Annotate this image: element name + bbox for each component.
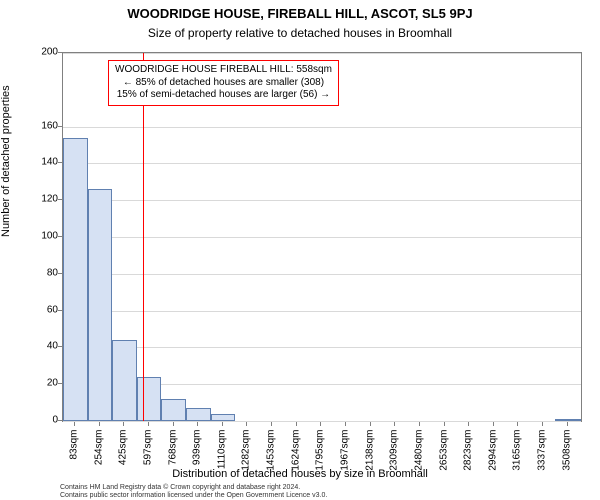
y-tick-label: 100 xyxy=(26,231,58,242)
y-tick-mark xyxy=(58,236,62,237)
gridline xyxy=(63,237,581,238)
y-tick-label: 200 xyxy=(26,47,58,58)
x-tick-mark xyxy=(370,422,371,426)
x-axis-label: Distribution of detached houses by size … xyxy=(0,468,600,480)
gridline xyxy=(63,200,581,201)
histogram-bar xyxy=(137,377,162,421)
x-tick-mark xyxy=(345,422,346,426)
histogram-bar xyxy=(112,340,137,421)
footer-attribution: Contains HM Land Registry data © Crown c… xyxy=(60,484,327,499)
y-tick-label: 120 xyxy=(26,194,58,205)
gridline xyxy=(63,421,581,422)
gridline xyxy=(63,53,581,54)
x-tick-mark xyxy=(394,422,395,426)
x-tick-mark xyxy=(493,422,494,426)
marker-annotation: WOODRIDGE HOUSE FIREBALL HILL: 558sqm ← … xyxy=(108,60,339,106)
y-tick-mark xyxy=(58,199,62,200)
gridline xyxy=(63,163,581,164)
y-tick-mark xyxy=(58,126,62,127)
chart-container: WOODRIDGE HOUSE, FIREBALL HILL, ASCOT, S… xyxy=(0,0,600,500)
plot-area xyxy=(62,52,582,422)
x-tick-mark xyxy=(468,422,469,426)
x-tick-mark xyxy=(271,422,272,426)
x-tick-mark xyxy=(542,422,543,426)
footer-line: Contains public sector information licen… xyxy=(60,492,327,500)
x-tick-mark xyxy=(567,422,568,426)
x-tick-mark xyxy=(222,422,223,426)
x-tick-mark xyxy=(173,422,174,426)
x-tick-mark xyxy=(419,422,420,426)
x-tick-mark xyxy=(320,422,321,426)
x-tick-mark xyxy=(444,422,445,426)
y-tick-label: 20 xyxy=(26,378,58,389)
x-tick-mark xyxy=(517,422,518,426)
y-tick-label: 0 xyxy=(26,415,58,426)
x-tick-mark xyxy=(148,422,149,426)
gridline xyxy=(63,311,581,312)
y-tick-mark xyxy=(58,273,62,274)
y-tick-mark xyxy=(58,162,62,163)
y-tick-mark xyxy=(58,346,62,347)
histogram-bar xyxy=(63,138,88,421)
marker-line xyxy=(143,53,144,421)
histogram-bar xyxy=(161,399,186,421)
footer-line: Contains HM Land Registry data © Crown c… xyxy=(60,484,327,492)
gridline xyxy=(63,274,581,275)
gridline xyxy=(63,347,581,348)
gridline xyxy=(63,127,581,128)
x-tick-mark xyxy=(296,422,297,426)
x-tick-mark xyxy=(99,422,100,426)
y-tick-mark xyxy=(58,420,62,421)
x-tick-mark xyxy=(246,422,247,426)
y-tick-label: 160 xyxy=(26,120,58,131)
annotation-line: WOODRIDGE HOUSE FIREBALL HILL: 558sqm xyxy=(115,64,332,77)
y-tick-label: 140 xyxy=(26,157,58,168)
histogram-bar xyxy=(186,408,211,421)
y-axis-label: Number of detached properties xyxy=(0,85,12,237)
y-tick-label: 60 xyxy=(26,304,58,315)
histogram-bar xyxy=(88,189,113,421)
annotation-line: ← 85% of detached houses are smaller (30… xyxy=(115,77,332,90)
chart-title: WOODRIDGE HOUSE, FIREBALL HILL, ASCOT, S… xyxy=(0,6,600,21)
y-tick-mark xyxy=(58,52,62,53)
histogram-bar xyxy=(555,419,581,421)
y-tick-label: 80 xyxy=(26,267,58,278)
y-tick-mark xyxy=(58,310,62,311)
annotation-line: 15% of semi-detached houses are larger (… xyxy=(115,89,332,102)
chart-subtitle: Size of property relative to detached ho… xyxy=(0,26,600,40)
y-tick-label: 40 xyxy=(26,341,58,352)
histogram-bar xyxy=(211,414,236,421)
x-tick-mark xyxy=(197,422,198,426)
y-tick-mark xyxy=(58,383,62,384)
x-tick-mark xyxy=(123,422,124,426)
x-tick-mark xyxy=(74,422,75,426)
